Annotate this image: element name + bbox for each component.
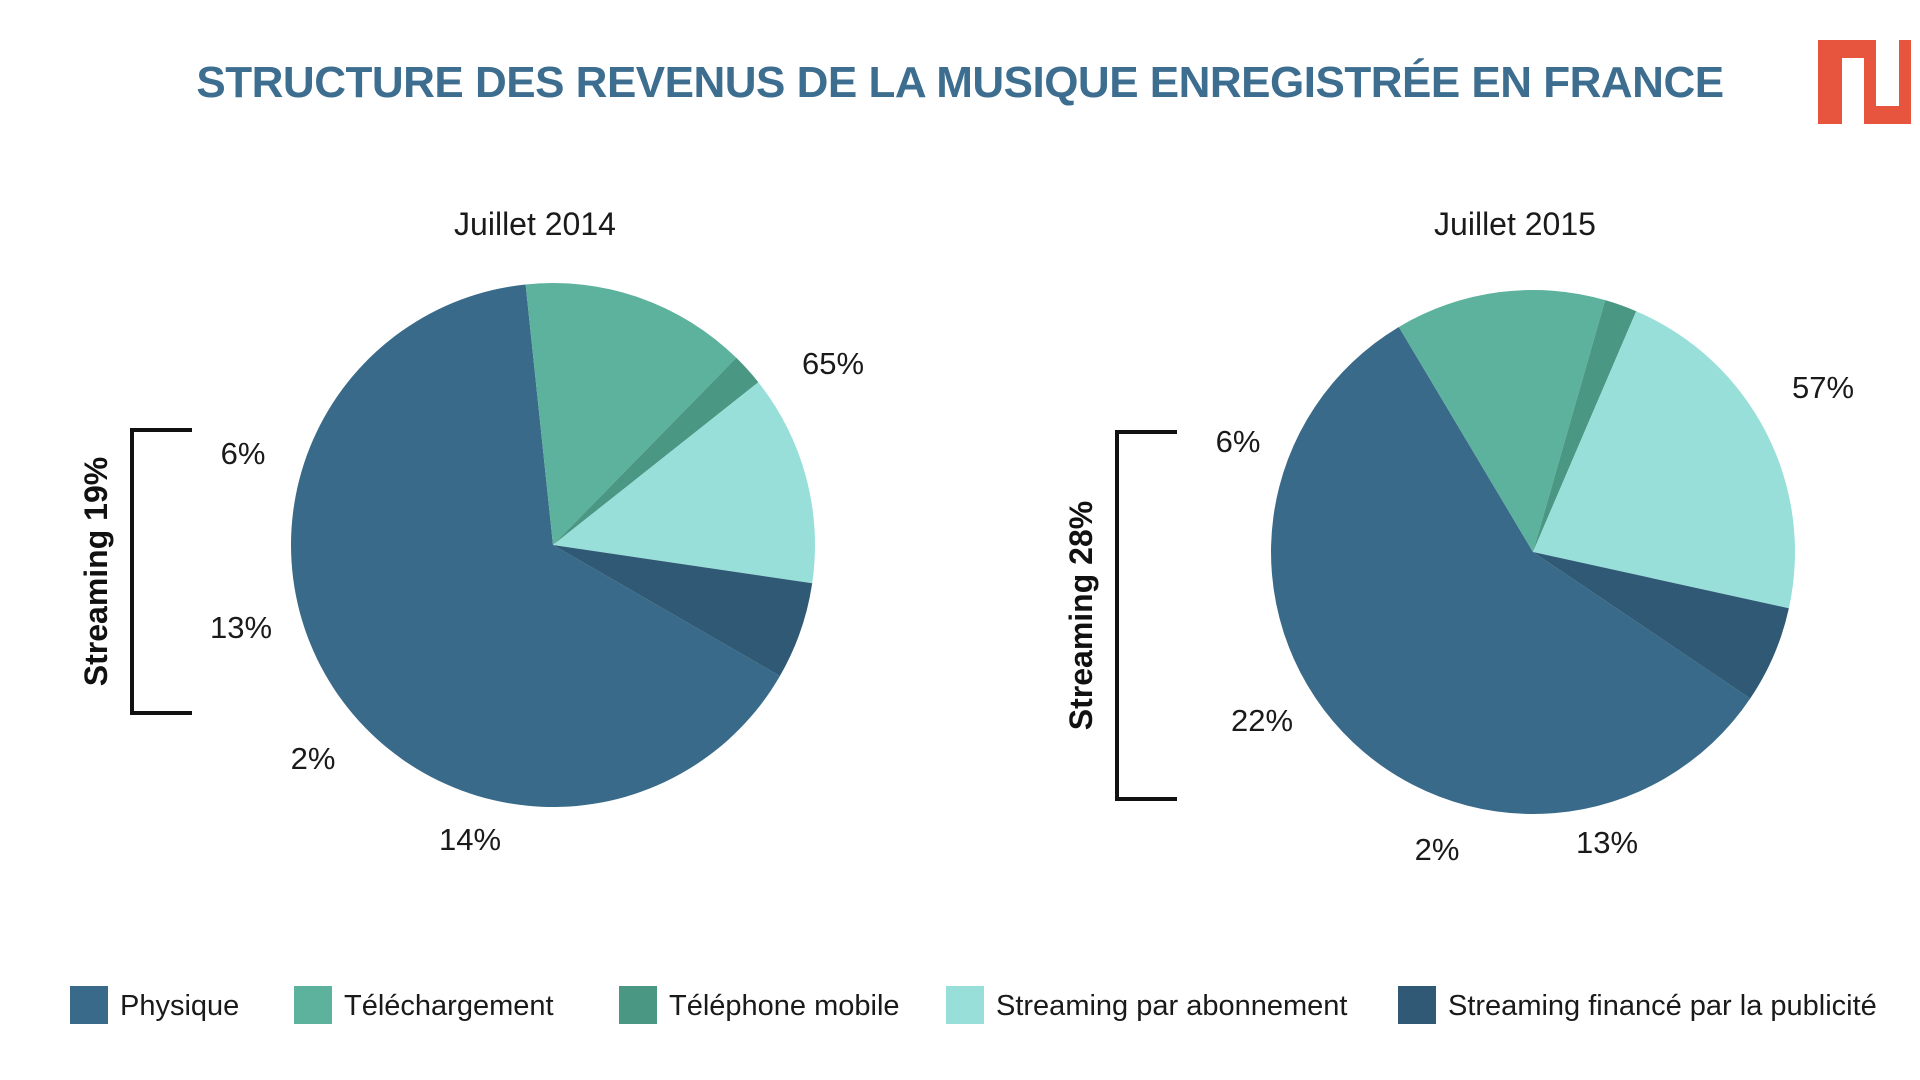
- pie-chart-1: Juillet 2014 65% 14% 2% 13% 6% Streaming 19%: [78, 206, 864, 857]
- pie-slice: [1533, 311, 1796, 609]
- legend-swatch: [619, 986, 657, 1024]
- legend-label: Physique: [120, 990, 239, 1022]
- slice-value-label: 13%: [210, 610, 272, 645]
- legend: Physique Téléchargement Téléphone mobile St…: [70, 986, 1877, 1024]
- pie-chart-2: Juillet 2015 57% 13% 2% 22% 6% Streaming 28%: [1063, 206, 1854, 867]
- legend-item: Téléphone mobile: [619, 986, 900, 1024]
- pie-slice: [1271, 326, 1751, 814]
- slice-value-label: 65%: [802, 346, 864, 381]
- pie-title: Juillet 2014: [454, 206, 616, 242]
- pie-slice: [1398, 289, 1606, 552]
- slice-value-label: 2%: [1415, 832, 1460, 867]
- slice-value-label: 6%: [221, 436, 266, 471]
- legend-item: Physique: [70, 986, 239, 1024]
- legend-label: Streaming par abonnement: [996, 990, 1347, 1022]
- legend-swatch: [946, 986, 984, 1024]
- slice-value-label: 57%: [1792, 370, 1854, 405]
- streaming-total-label: Streaming 28%: [1063, 501, 1099, 730]
- pie-slice: [553, 545, 813, 676]
- slice-value-label: 22%: [1231, 703, 1293, 738]
- legend-label: Téléphone mobile: [669, 990, 900, 1022]
- legend-item: Téléchargement: [294, 986, 554, 1024]
- slice-value-label: 13%: [1576, 825, 1638, 860]
- brand-logo-icon: [1818, 40, 1911, 124]
- pie-slice: [525, 283, 737, 545]
- pie-slice: [290, 284, 780, 808]
- chart-title: STRUCTURE DES REVENUS DE LA MUSIQUE ENRE…: [196, 57, 1723, 107]
- legend-swatch: [70, 986, 108, 1024]
- streaming-total-label: Streaming 19%: [78, 457, 114, 686]
- legend-item: Streaming par abonnement: [946, 986, 1347, 1024]
- legend-swatch: [294, 986, 332, 1024]
- slice-value-label: 14%: [439, 822, 501, 857]
- slice-value-label: 2%: [291, 741, 336, 776]
- legend-item: Streaming financé par la publicité: [1398, 986, 1877, 1024]
- pie-slice: [1533, 552, 1789, 699]
- legend-label: Streaming financé par la publicité: [1448, 990, 1877, 1022]
- pie-slice: [553, 357, 759, 545]
- legend-label: Téléchargement: [344, 990, 554, 1022]
- pie-slice: [1533, 300, 1637, 552]
- pie-slice: [553, 382, 816, 584]
- legend-swatch: [1398, 986, 1436, 1024]
- pie-title: Juillet 2015: [1434, 206, 1596, 242]
- slice-value-label: 6%: [1216, 424, 1261, 459]
- streaming-bracket: [130, 428, 192, 715]
- streaming-bracket: [1115, 430, 1177, 801]
